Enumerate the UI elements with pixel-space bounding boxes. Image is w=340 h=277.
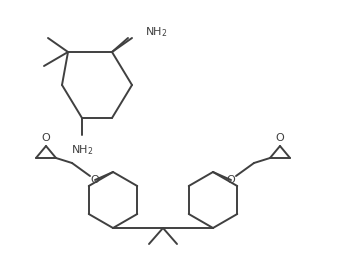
Text: O: O <box>41 133 50 143</box>
Text: O: O <box>227 175 235 185</box>
Text: O: O <box>91 175 99 185</box>
Text: O: O <box>276 133 284 143</box>
Text: NH$_2$: NH$_2$ <box>145 25 168 39</box>
Text: NH$_2$: NH$_2$ <box>71 143 93 157</box>
